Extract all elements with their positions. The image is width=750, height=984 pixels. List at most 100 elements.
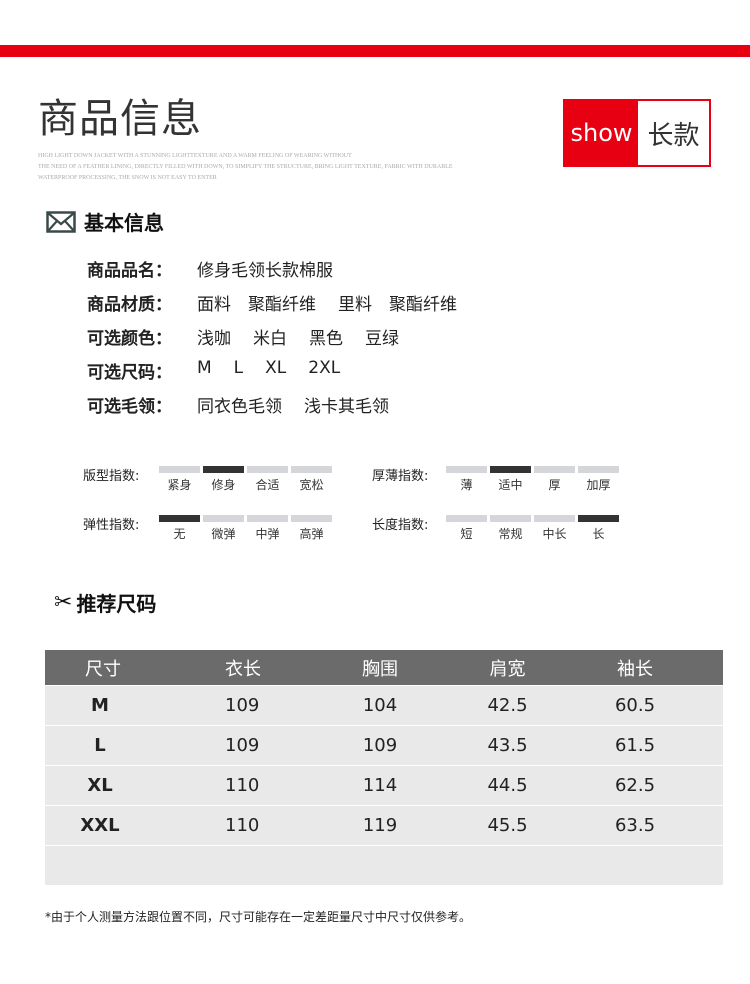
table-row: XXL 110 119 45.5 63.5	[45, 806, 723, 846]
index-option: 薄	[460, 478, 473, 492]
info-value: M	[197, 358, 212, 378]
table-row-empty	[45, 846, 723, 886]
index-label: 弹性指数:	[83, 518, 140, 533]
index-option: 合适	[255, 478, 280, 492]
table-cell: 63.5	[614, 815, 656, 836]
index-option: 厚	[548, 478, 561, 492]
index-segment	[534, 466, 575, 473]
page-title: 商品信息	[38, 96, 202, 142]
index-option: 长	[592, 527, 605, 541]
envelope-icon	[46, 210, 76, 233]
english-line: THE NEED OF A FEATHER LINING, DIRECTLY F…	[38, 164, 453, 170]
index-option: 常规	[498, 527, 523, 541]
info-value: 面料 聚酯纤维	[197, 295, 316, 315]
table-cell: XXL	[80, 815, 120, 836]
index-option: 中长	[542, 527, 567, 541]
info-values: 浅咖 米白 黑色 豆绿	[197, 324, 421, 349]
info-values: 同衣色毛领 浅卡其毛领	[197, 392, 411, 417]
index-option: 短	[460, 527, 473, 541]
info-row: 可选颜色： 浅咖 米白 黑色 豆绿	[87, 324, 421, 349]
index-segment	[578, 466, 619, 473]
info-value: 黑色	[309, 329, 343, 349]
info-value: 浅卡其毛领	[304, 397, 389, 417]
table-cell: 43.5	[487, 735, 528, 756]
index-segment	[203, 466, 244, 473]
english-line: WATERPROOF PROCESSING, THE SNOW IS NOT E…	[38, 175, 217, 181]
top-red-bar	[0, 45, 750, 57]
index-segment	[159, 466, 200, 473]
table-cell: 110	[225, 815, 260, 836]
index-option: 紧身	[167, 478, 192, 492]
info-row: 可选尺码： M L XL 2XL	[87, 358, 362, 383]
english-line: HIGH LIGHT DOWN JACKET WITH A STUNNING L…	[38, 153, 352, 159]
column-header: 胸围	[362, 658, 398, 680]
table-cell: 60.5	[614, 695, 656, 716]
table-cell: 44.5	[487, 775, 528, 796]
info-value: XL	[265, 358, 287, 378]
index-segment	[247, 466, 288, 473]
info-key: 可选毛领：	[87, 397, 172, 417]
column-header: 袖长	[617, 658, 653, 680]
table-cell: M	[91, 695, 109, 716]
table-cell: 61.5	[614, 735, 656, 756]
table-cell: XL	[87, 775, 113, 796]
table-cell: 109	[225, 695, 260, 716]
show-badge: show 长款	[563, 99, 711, 167]
info-value: L	[233, 358, 244, 378]
table-cell: 110	[225, 775, 260, 796]
index-option: 微弹	[211, 527, 236, 541]
index-segment	[159, 515, 200, 522]
index-segment	[446, 515, 487, 522]
basic-info-heading: 基本信息	[46, 207, 164, 236]
info-key: 商品材质：	[87, 295, 172, 315]
index-segment	[247, 515, 288, 522]
table-cell: 45.5	[487, 815, 528, 836]
info-value: 浅咖	[197, 329, 231, 349]
index-segment	[490, 515, 531, 522]
info-value: 同衣色毛领	[197, 397, 282, 417]
info-key: 商品品名：	[87, 261, 172, 281]
scissors-icon: ✂	[54, 590, 73, 615]
table-row: XL 110 114 44.5 62.5	[45, 766, 723, 806]
index-option: 中弹	[255, 527, 280, 541]
table-row: M 109 104 42.5 60.5	[45, 686, 723, 726]
index-option: 宽松	[299, 478, 324, 492]
info-key: 可选颜色：	[87, 329, 172, 349]
index-segment	[291, 466, 332, 473]
table-cell: 109	[362, 735, 398, 756]
table-cell: 104	[362, 695, 398, 716]
index-option: 修身	[211, 478, 236, 492]
index-segment	[534, 515, 575, 522]
index-option: 加厚	[586, 478, 611, 492]
info-values: M L XL 2XL	[197, 358, 362, 383]
info-key: 可选尺码：	[87, 363, 172, 383]
table-cell: 109	[225, 735, 260, 756]
info-values: 面料 聚酯纤维 里料 聚酯纤维	[197, 290, 479, 315]
show-label: show	[565, 101, 638, 165]
size-table: 尺寸 衣长 胸围 肩宽 袖长 M 109 104 42.5 60.5 L 109 109 43.5 61.5…	[45, 650, 723, 886]
info-value: 里料 聚酯纤维	[338, 295, 457, 315]
info-row: 商品品名： 修身毛领长款棉服	[87, 256, 355, 281]
index-label: 长度指数:	[372, 518, 429, 533]
table-cell: 114	[362, 775, 398, 796]
section-title: 基本信息	[84, 211, 164, 235]
info-value: 修身毛领长款棉服	[197, 261, 333, 281]
table-cell: 62.5	[614, 775, 656, 796]
column-header: 肩宽	[489, 658, 526, 680]
table-cell: 119	[362, 815, 398, 836]
size-heading: ✂ 推荐尺码	[54, 588, 156, 617]
index-label: 厚薄指数:	[372, 469, 429, 484]
info-value: 豆绿	[365, 329, 399, 349]
table-header: 尺寸 衣长 胸围 肩宽 袖长	[45, 650, 723, 686]
index-option: 高弹	[299, 527, 324, 541]
column-header: 尺寸	[85, 658, 121, 680]
index-segment	[203, 515, 244, 522]
info-values: 修身毛领长款棉服	[197, 256, 355, 281]
column-header: 衣长	[225, 658, 261, 680]
style-label: 长款	[647, 120, 700, 151]
index-segment	[291, 515, 332, 522]
info-row: 可选毛领： 同衣色毛领 浅卡其毛领	[87, 392, 411, 417]
size-note: *由于个人测量方法跟位置不同，尺寸可能存在一定差距量尺寸中尺寸仅供参考。	[45, 910, 472, 924]
index-option: 适中	[498, 478, 523, 492]
index-option: 无	[173, 527, 186, 541]
